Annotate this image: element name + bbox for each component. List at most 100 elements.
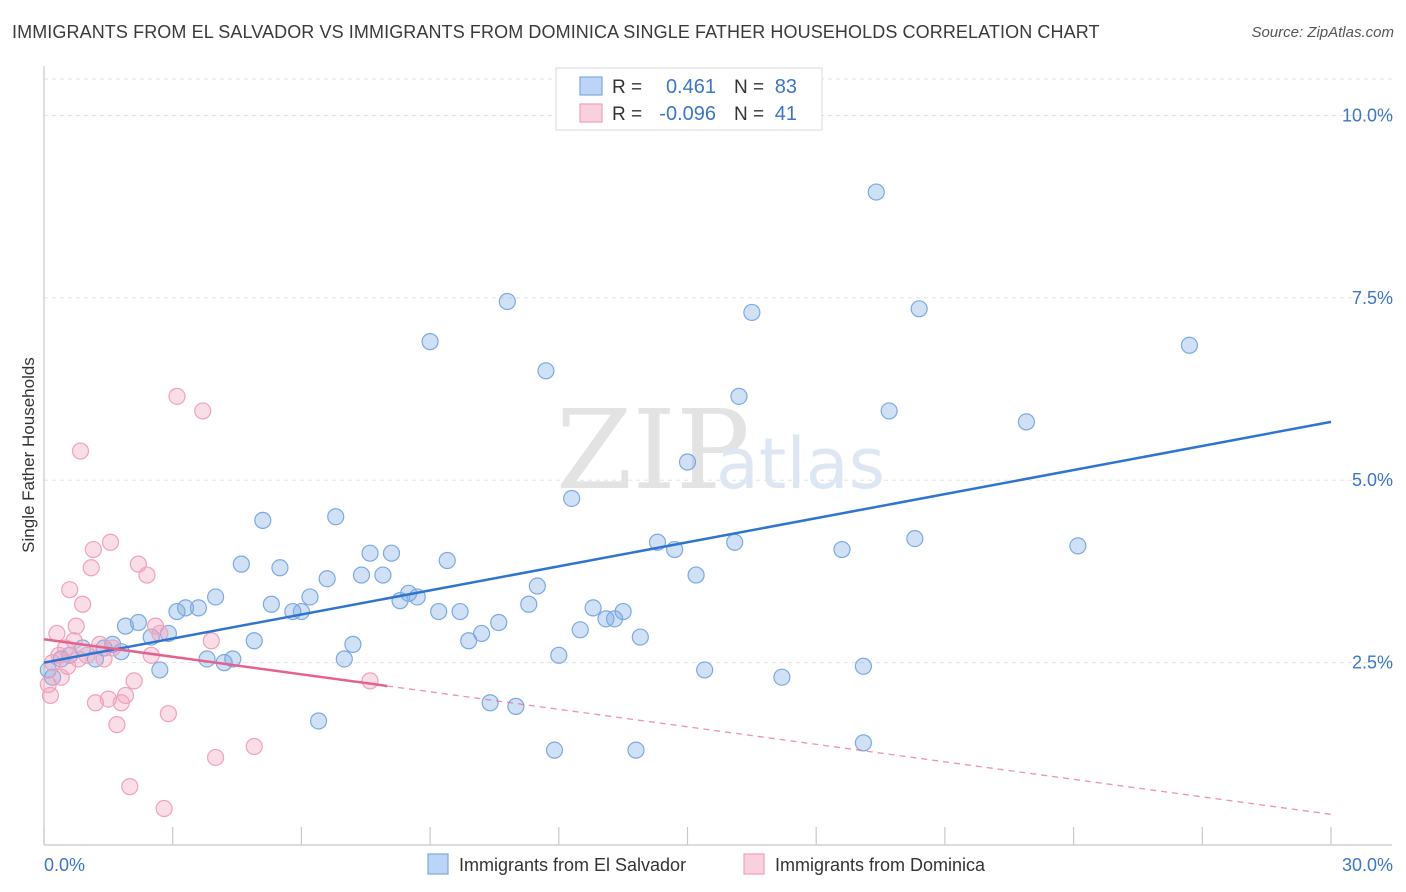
point-immigrants-from-dominica xyxy=(82,559,100,577)
point-immigrants-from-el-salvador xyxy=(245,632,263,650)
grid-lines xyxy=(44,78,1392,664)
trend-extension-immigrants-from-dominica xyxy=(387,685,1332,816)
point-immigrants-from-dominica xyxy=(56,639,75,657)
point-immigrants-from-el-salvador xyxy=(614,602,632,621)
point-immigrants-from-el-salvador xyxy=(631,628,649,646)
point-immigrants-from-el-salvador xyxy=(571,621,589,639)
point-immigrants-from-el-salvador xyxy=(507,697,525,715)
x-tick-label: 30.0% xyxy=(1342,855,1393,875)
point-immigrants-from-dominica xyxy=(155,799,173,818)
stats-r-value-el-salvador: 0.461 xyxy=(666,76,716,98)
point-immigrants-from-dominica xyxy=(138,566,156,584)
point-immigrants-from-el-salvador xyxy=(563,489,581,508)
point-immigrants-from-dominica xyxy=(84,540,102,559)
stats-n-value-dominica: 41 xyxy=(775,103,797,125)
legend-label-el-salvador: Immigrants from El Salvador xyxy=(459,855,686,875)
source-credit: Source: ZipAtlas.com xyxy=(1251,24,1394,41)
point-immigrants-from-dominica xyxy=(168,387,186,405)
point-immigrants-from-el-salvador xyxy=(1180,336,1199,354)
point-immigrants-from-el-salvador xyxy=(730,387,748,405)
stats-n-label-el-salvador: N = xyxy=(734,77,764,98)
point-immigrants-from-el-salvador xyxy=(232,555,250,573)
point-immigrants-from-el-salvador xyxy=(327,508,345,526)
point-immigrants-from-el-salvador xyxy=(271,559,289,577)
point-immigrants-from-el-salvador xyxy=(116,617,135,635)
legend-label-dominica: Immigrants from Dominica xyxy=(775,855,986,875)
point-immigrants-from-dominica xyxy=(41,686,60,705)
stats-r-label-el-salvador: R = xyxy=(612,77,642,98)
x-tick-label: 0.0% xyxy=(44,855,85,875)
point-immigrants-from-el-salvador xyxy=(460,632,478,650)
point-immigrants-from-el-salvador xyxy=(361,544,379,562)
trend-line-immigrants-from-el-salvador xyxy=(43,420,1332,664)
stats-box: R = 0.461 N = 83 R = -0.096 N = 41 xyxy=(555,67,823,131)
point-immigrants-from-dominica xyxy=(74,595,92,613)
point-immigrants-from-dominica xyxy=(125,672,143,690)
point-immigrants-from-dominica xyxy=(207,748,225,767)
point-immigrants-from-el-salvador xyxy=(490,613,508,632)
stats-r-label-dominica: R = xyxy=(612,104,642,125)
point-immigrants-from-el-salvador xyxy=(906,529,924,548)
point-immigrants-from-el-salvador xyxy=(498,292,516,311)
point-immigrants-from-dominica xyxy=(52,668,70,686)
point-immigrants-from-el-salvador xyxy=(550,646,568,664)
point-immigrants-from-el-salvador xyxy=(430,602,448,621)
axes xyxy=(43,66,1392,846)
chart-title: IMMIGRANTS FROM EL SALVADOR VS IMMIGRANT… xyxy=(12,22,1100,42)
point-immigrants-from-el-salvador xyxy=(1069,537,1087,555)
point-immigrants-from-el-salvador xyxy=(335,650,353,668)
point-immigrants-from-el-salvador xyxy=(854,657,872,675)
stats-r-value-dominica: -0.096 xyxy=(659,103,716,125)
point-immigrants-from-el-salvador xyxy=(696,661,714,679)
point-immigrants-from-dominica xyxy=(86,694,105,712)
point-immigrants-from-el-salvador xyxy=(292,602,310,621)
point-immigrants-from-dominica xyxy=(159,705,178,723)
point-immigrants-from-dominica xyxy=(61,581,79,599)
y-tick-label: 2.5% xyxy=(1352,653,1393,673)
y-axis-title: Single Father Households xyxy=(19,357,38,553)
point-immigrants-from-el-salvador xyxy=(520,595,538,613)
point-immigrants-from-el-salvador xyxy=(743,303,761,322)
point-immigrants-from-dominica xyxy=(116,686,135,705)
point-immigrants-from-dominica xyxy=(99,690,117,708)
point-immigrants-from-el-salvador xyxy=(472,624,491,643)
data-points xyxy=(39,183,1199,818)
point-immigrants-from-el-salvador xyxy=(344,635,362,653)
point-immigrants-from-el-salvador xyxy=(687,566,705,584)
point-immigrants-from-dominica xyxy=(194,402,212,420)
point-immigrants-from-el-salvador xyxy=(678,453,697,471)
stats-n-value-el-salvador: 83 xyxy=(775,76,797,98)
point-immigrants-from-el-salvador xyxy=(421,333,439,351)
point-immigrants-from-el-salvador xyxy=(151,661,169,679)
point-immigrants-from-el-salvador xyxy=(880,402,898,420)
watermark-atlas: atlas xyxy=(716,423,885,505)
legend: Immigrants from El Salvador Immigrants f… xyxy=(427,853,986,875)
point-immigrants-from-dominica xyxy=(361,672,379,690)
point-immigrants-from-dominica xyxy=(101,533,120,551)
point-immigrants-from-dominica xyxy=(121,778,139,796)
point-immigrants-from-el-salvador xyxy=(1017,413,1036,431)
point-immigrants-from-dominica xyxy=(245,737,263,756)
point-immigrants-from-el-salvador xyxy=(382,544,401,562)
legend-swatch-el-salvador xyxy=(427,853,449,875)
point-immigrants-from-el-salvador xyxy=(301,588,319,606)
stats-n-label-dominica: N = xyxy=(734,104,764,125)
stats-swatch-dominica xyxy=(579,103,603,123)
point-immigrants-from-el-salvador xyxy=(451,602,469,621)
point-immigrants-from-dominica xyxy=(108,716,126,734)
watermark-zip: ZIP xyxy=(556,386,750,514)
point-immigrants-from-el-salvador xyxy=(262,595,280,613)
point-immigrants-from-el-salvador xyxy=(129,613,147,632)
point-immigrants-from-el-salvador xyxy=(833,540,851,559)
tick-labels: 2.5% 5.0% 7.5% 10.0% 0.0% 30.0% xyxy=(44,105,1393,875)
point-immigrants-from-el-salvador xyxy=(438,551,456,570)
point-immigrants-from-el-salvador xyxy=(584,599,602,617)
point-immigrants-from-el-salvador xyxy=(168,602,186,621)
point-immigrants-from-el-salvador xyxy=(318,570,336,588)
point-immigrants-from-dominica xyxy=(71,442,90,460)
point-immigrants-from-el-salvador xyxy=(910,300,928,318)
point-immigrants-from-el-salvador xyxy=(254,511,272,529)
point-immigrants-from-el-salvador xyxy=(189,599,208,617)
point-immigrants-from-el-salvador xyxy=(537,362,555,380)
